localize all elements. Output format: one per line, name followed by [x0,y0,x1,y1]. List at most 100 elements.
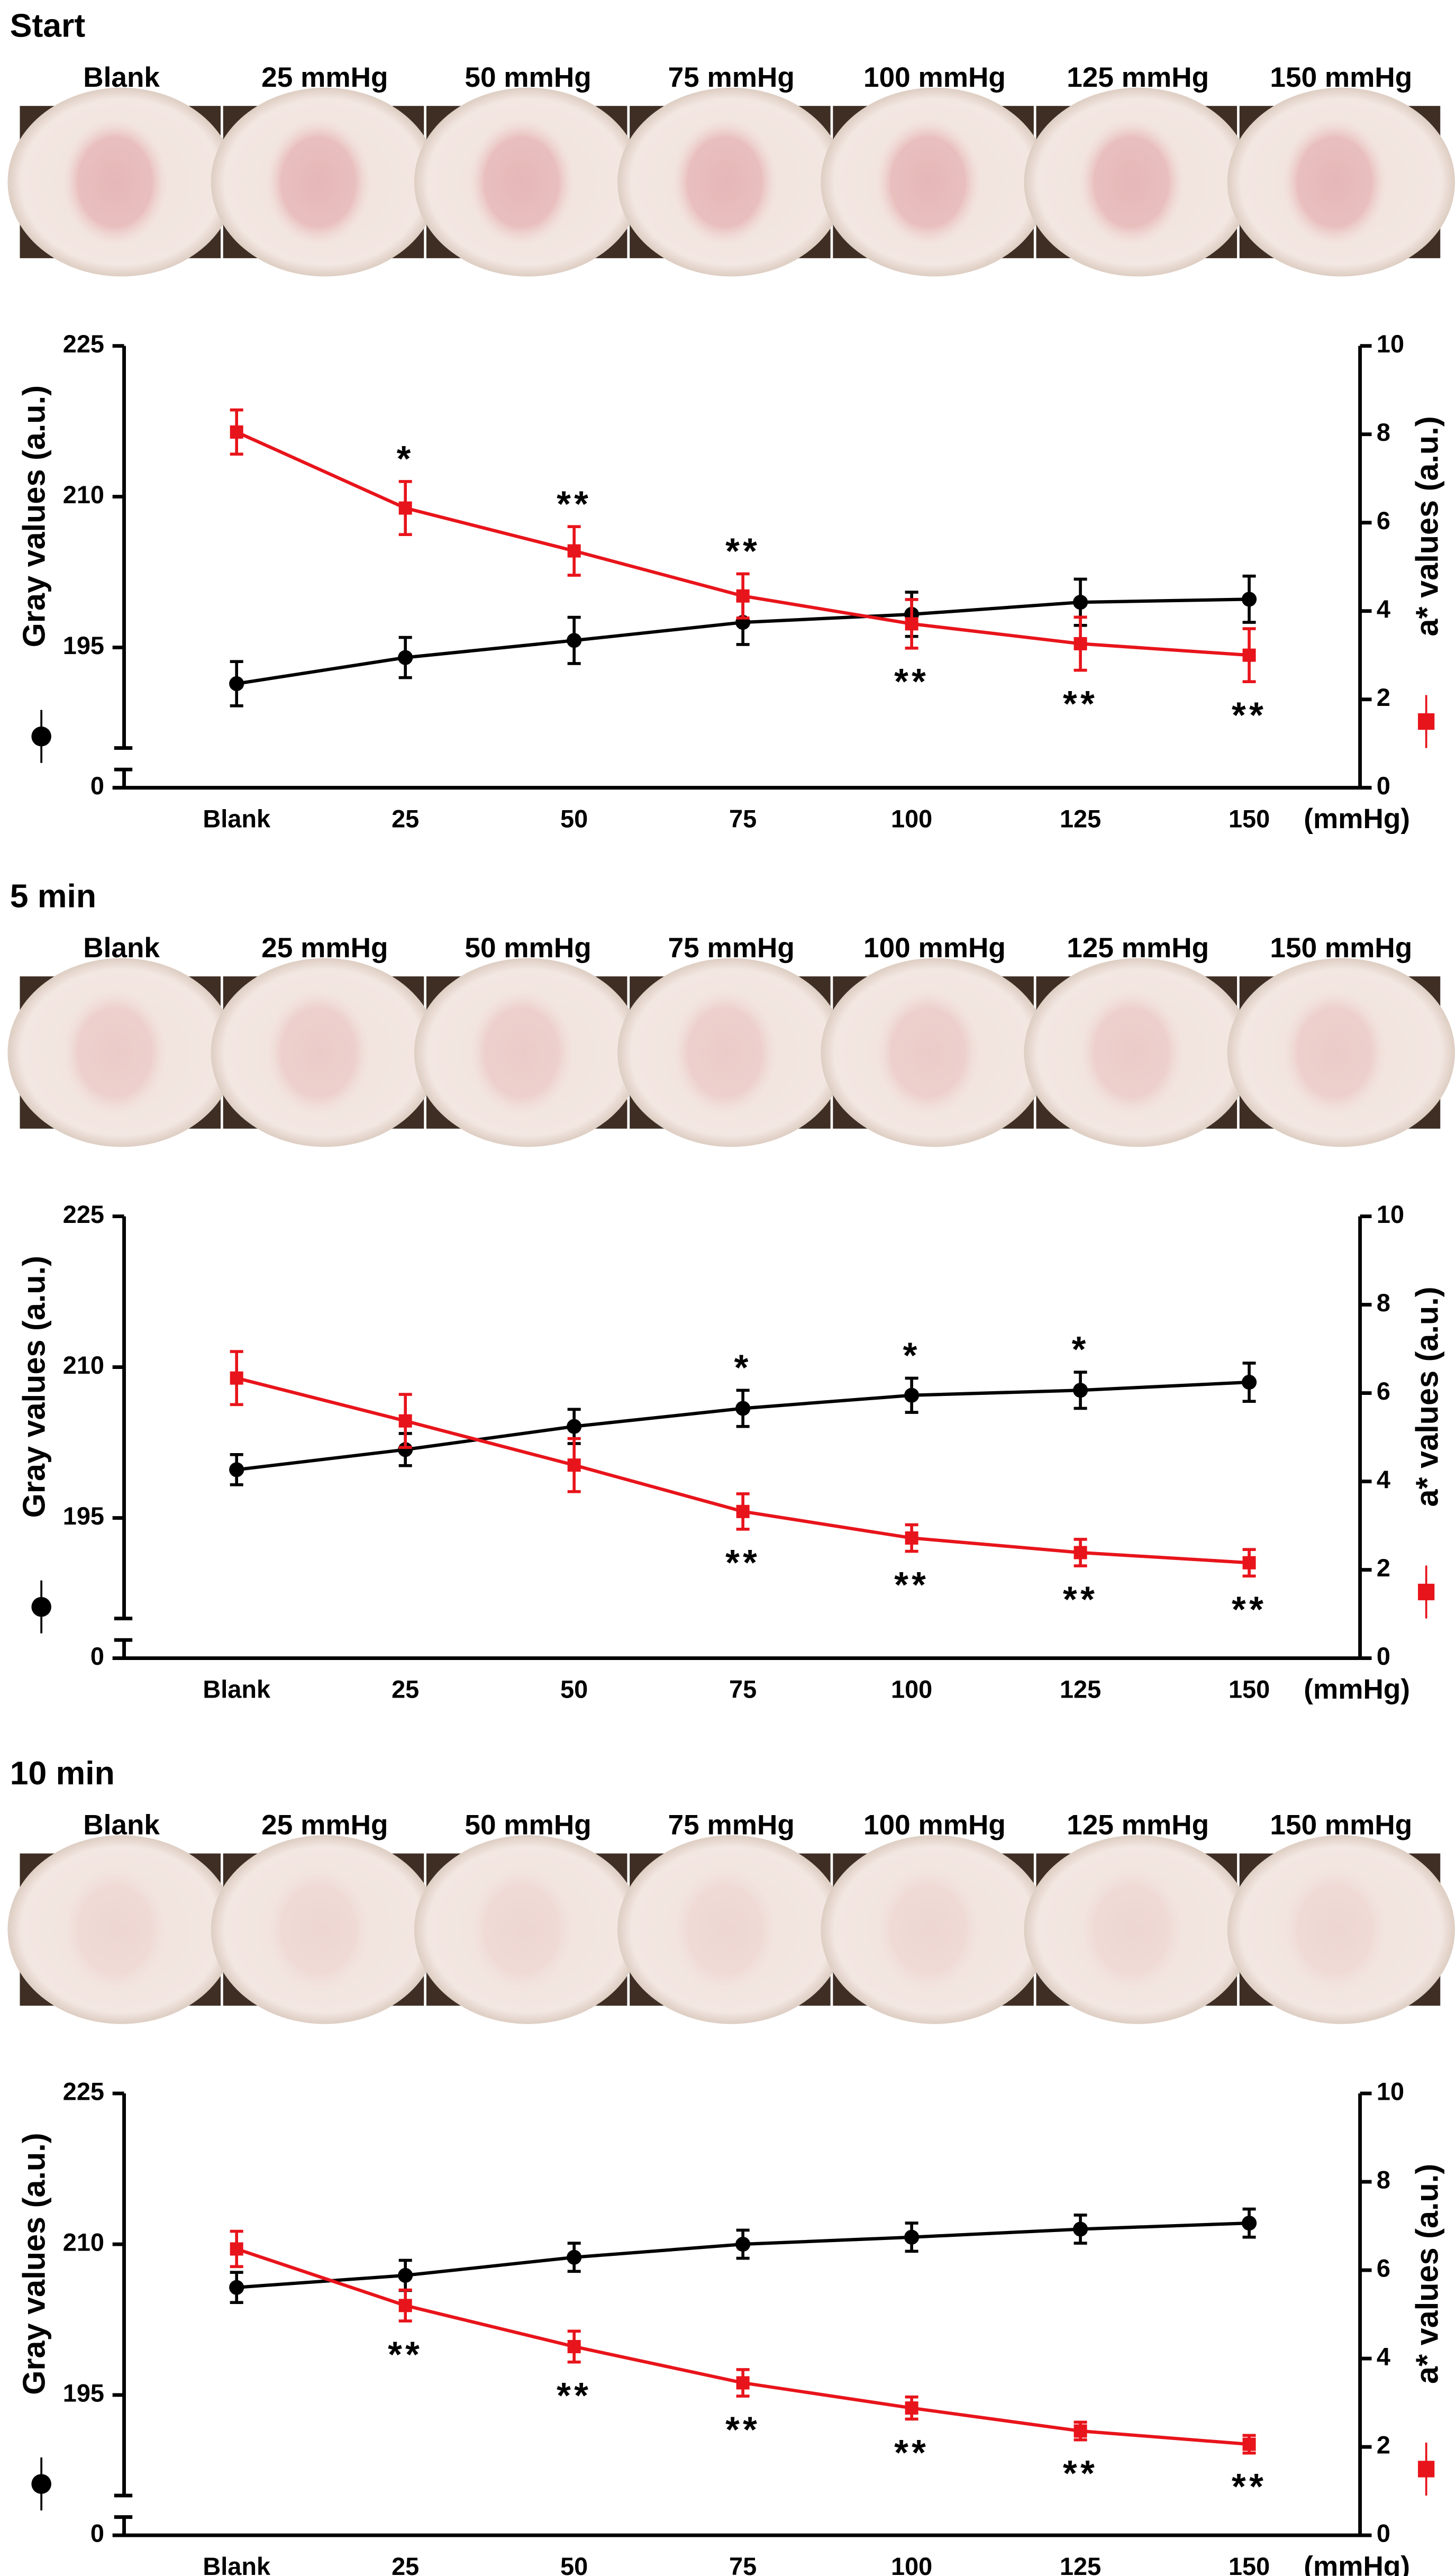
data-point [1073,637,1087,650]
photo-label: Blank [83,932,160,964]
data-point [1242,592,1257,607]
photo-spot [671,118,778,246]
photo-spot [265,988,371,1117]
photo [7,1835,235,2024]
data-point [567,544,581,558]
photo-label: 75 mmHg [668,62,795,93]
photo-label: 50 mmHg [465,1810,591,1841]
y2-tick-label: 0 [1377,2519,1390,2547]
photo [7,958,235,1147]
significance-label: ** [1232,1589,1267,1630]
photo-spot [265,1865,371,1994]
photo-spot [875,1865,981,1994]
data-point [1073,595,1088,610]
significance-label: ** [725,531,760,572]
photo-label: Blank [83,62,160,93]
photo-label: 100 mmHg [863,62,1006,93]
y-tick-label: 0 [90,2519,104,2547]
x-tick-label: 25 [392,2553,419,2576]
y-tick-label: 225 [63,330,104,358]
significance-label: * [1072,1329,1089,1370]
x-tick-label: 150 [1229,805,1270,833]
y-tick-label: 225 [63,2078,104,2105]
photo-spot [1281,1865,1388,1994]
data-point [1242,648,1256,662]
data-point [398,501,412,515]
photo-spot [468,988,575,1117]
y2-tick-label: 6 [1377,1377,1390,1405]
y2-tick-label: 8 [1377,1289,1390,1317]
significance-label: ** [388,2334,423,2375]
y2-tick-label: 0 [1377,1643,1390,1670]
x-tick-label: Blank [203,2553,271,2576]
photo-spot [265,118,371,246]
data-point [1242,2216,1257,2231]
photo-label: 125 mmHg [1067,932,1209,964]
legend-marker [31,2474,51,2494]
significance-label: ** [725,1543,760,1583]
y-tick-label: 210 [63,1352,104,1379]
y2-tick-label: 2 [1377,2431,1390,2459]
photo-label: 125 mmHg [1067,62,1209,93]
significance-label: ** [1063,1579,1098,1620]
y2-tick-label: 6 [1377,2254,1390,2282]
y-tick-label: 195 [63,2379,104,2407]
data-point [567,1419,582,1434]
photo-label: 50 mmHg [465,932,591,964]
photo-spot [875,988,981,1117]
data-point [736,2376,750,2390]
data-point [567,633,582,648]
data-point [230,425,243,439]
data-point [735,1401,751,1416]
data-point [1073,1383,1088,1398]
significance-label: ** [894,661,929,702]
photo [414,1835,642,2024]
legend-marker [1418,1583,1435,1601]
x-tick-label: 25 [392,805,419,833]
legend-marker [1418,713,1435,730]
photo-spot [1078,1865,1185,1994]
photo-spot [1078,118,1185,246]
data-point [229,676,244,692]
photo [1024,958,1252,1147]
photo [617,958,845,1147]
y-tick-label: 195 [63,632,104,659]
data-point [567,2339,581,2353]
photo [211,1835,439,2024]
x-unit: (mmHg) [1304,1674,1410,1705]
x-unit: (mmHg) [1304,2551,1410,2576]
photo-label: 100 mmHg [863,1810,1006,1841]
legend-marker [1418,2461,1435,2478]
photo-spot [671,988,778,1117]
data-point [905,1531,918,1545]
data-point [904,1387,920,1403]
x-tick-label: 50 [560,2553,588,2576]
photo-spot [671,1865,778,1994]
photo [821,1835,1049,2024]
photo [821,958,1049,1147]
data-point [567,1458,581,1472]
x-tick-label: 150 [1229,2553,1270,2576]
data-point [567,2250,582,2265]
y2-tick-label: 8 [1377,2166,1390,2193]
y2-tick-label: 8 [1377,419,1390,446]
photo-label: 50 mmHg [465,62,591,93]
photo-spot [62,118,168,246]
data-point [736,1504,750,1518]
x-tick-label: 75 [729,2553,757,2576]
photo-label: 100 mmHg [863,932,1006,964]
x-tick-label: 100 [891,2553,932,2576]
data-point [1242,1556,1256,1570]
data-point [1073,1546,1087,1559]
x-tick-label: 75 [729,1676,757,1703]
data-point [398,1414,412,1428]
x-tick-label: 100 [891,1676,932,1703]
photo-spot [1281,118,1388,246]
x-tick-label: 50 [560,1676,588,1703]
x-tick-label: 125 [1060,1676,1101,1703]
data-point [230,2242,243,2256]
photo [1227,958,1455,1147]
photo [1227,1835,1455,2024]
